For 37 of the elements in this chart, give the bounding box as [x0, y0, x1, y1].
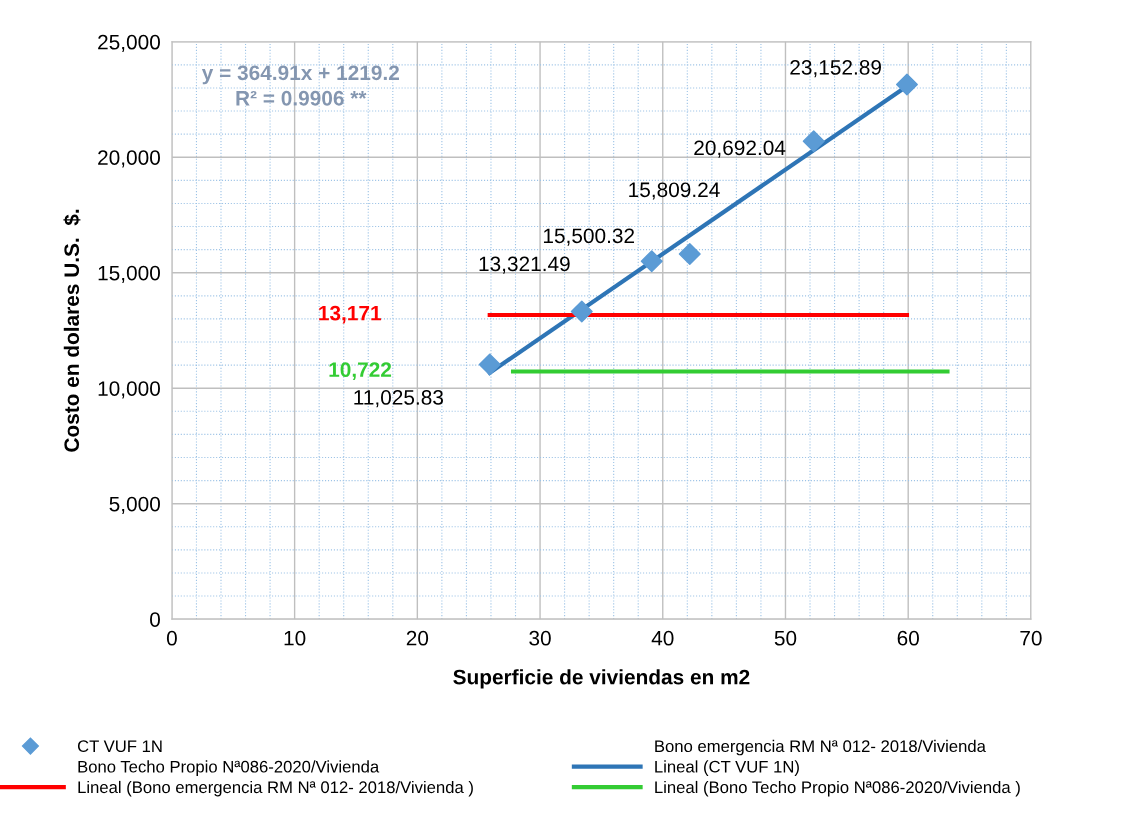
x-tick-label: 10 — [284, 630, 306, 646]
x-tick-label: 70 — [1020, 630, 1042, 646]
data-label: 15,500.32 — [543, 228, 635, 246]
x-axis-title: Superficie de viviendas en m2 — [453, 669, 750, 689]
point — [640, 250, 663, 273]
point — [678, 243, 701, 266]
legend-label: Lineal (CT VUF 1N) — [655, 760, 799, 776]
data-label: 13,321.49 — [479, 256, 570, 274]
x-tick-label: 60 — [897, 630, 919, 646]
legend-label: Lineal (Bono Techo Propio Nª086-2020/Vivienda ) — [655, 780, 1020, 797]
y-tick-label: 5,000 — [109, 496, 160, 514]
y-tick-label: 20,000 — [98, 150, 160, 168]
annotation: 13,171 — [319, 305, 382, 324]
data-label: 11,025.83 — [354, 390, 443, 408]
y-tick-label: 10,000 — [98, 381, 160, 399]
text: Bono Techo Propio Nª086-2020/Vivienda — [78, 760, 380, 776]
point — [478, 353, 501, 376]
data-label: 20,692.04 — [694, 140, 786, 158]
data-label: 15,809.24 — [629, 182, 720, 200]
y-tick-label: 15,000 — [98, 265, 160, 283]
point — [895, 73, 918, 96]
annotation: 10,722 — [329, 362, 392, 381]
point — [802, 130, 825, 153]
y-axis-title: Costo en dolares U.S. $. — [63, 209, 81, 452]
text: Bono emergencia RM Nª 012- 2018/Vivienda — [655, 739, 986, 756]
y-tick-label: 0 — [150, 612, 160, 627]
x-tick-label: 50 — [774, 630, 797, 646]
annotation: y = 364.91x + 1219.2 R² = 0.9906 ** — [201, 65, 399, 106]
point — [570, 300, 593, 323]
x-tick-label: 40 — [651, 630, 674, 646]
x-tick-label: 30 — [529, 630, 551, 646]
data-label: 23,152.89 — [790, 60, 881, 78]
legend-label: CT VUF 1N — [77, 740, 162, 753]
legend-label: Lineal (Bono emergencia RM Nª 012- 2018/Vivienda ) — [78, 780, 473, 797]
x-tick-label: 0 — [166, 630, 177, 646]
y-tick-label: 25,000 — [98, 34, 160, 52]
x-tick-label: 20 — [406, 630, 429, 646]
